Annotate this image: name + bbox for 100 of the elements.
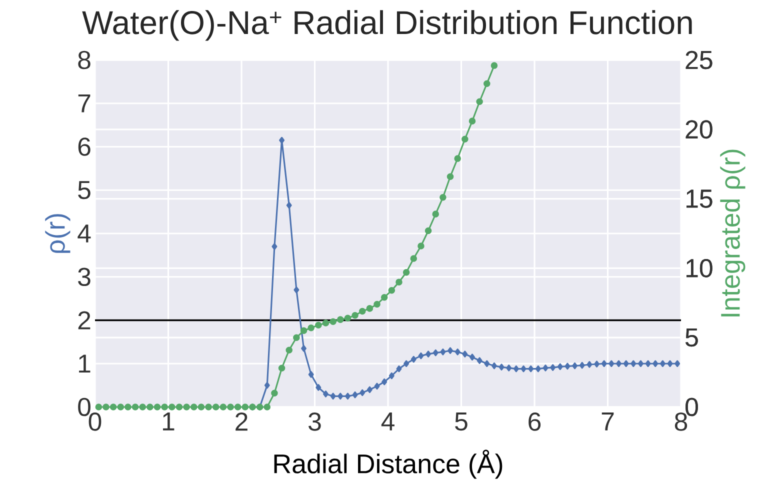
point <box>410 255 418 262</box>
y-tick-label: 0 <box>78 398 90 416</box>
point <box>220 404 227 410</box>
point <box>579 362 585 369</box>
point <box>396 278 402 286</box>
point <box>338 392 344 400</box>
point <box>352 312 358 319</box>
y-tick-label: 4 <box>78 224 91 242</box>
point <box>316 384 322 391</box>
x-tick-label: 4 <box>381 412 394 430</box>
point <box>454 155 461 162</box>
point <box>476 98 483 106</box>
point <box>388 372 394 380</box>
point <box>117 404 124 410</box>
x-tick-label: 7 <box>602 412 614 430</box>
point <box>102 404 110 410</box>
point <box>564 362 570 370</box>
point <box>404 360 410 368</box>
point <box>426 350 432 358</box>
point <box>418 352 424 360</box>
point <box>146 404 154 410</box>
point <box>557 363 563 370</box>
point <box>286 202 292 209</box>
point <box>572 362 578 370</box>
y-tick-label: 7 <box>78 94 90 112</box>
point <box>124 404 132 410</box>
point <box>264 382 270 389</box>
y2-tick-label: 25 <box>686 50 712 70</box>
y2-axis-title: Integrated ρ(r) <box>720 150 746 316</box>
point <box>330 392 336 400</box>
point <box>161 404 168 410</box>
point <box>418 242 424 250</box>
point <box>630 360 636 368</box>
point <box>132 404 139 410</box>
y-tick-label: 5 <box>78 181 90 200</box>
point <box>110 404 117 410</box>
point <box>498 364 504 370</box>
x-tick-label: 6 <box>528 412 541 431</box>
point <box>382 378 388 386</box>
point <box>448 347 454 354</box>
point <box>535 365 541 372</box>
point <box>278 364 286 372</box>
y2-tick-label: 10 <box>686 259 712 278</box>
point <box>440 348 446 356</box>
point <box>424 227 432 234</box>
point <box>322 390 328 398</box>
point <box>271 390 278 397</box>
y-axis-title: ρ(r) <box>45 214 70 253</box>
point <box>454 348 460 356</box>
point <box>402 268 410 276</box>
point <box>242 404 249 410</box>
point <box>366 386 372 394</box>
point <box>667 360 673 368</box>
point <box>652 360 658 368</box>
point <box>183 404 190 410</box>
y2-tick-label: 20 <box>686 120 712 139</box>
point <box>470 354 475 361</box>
chart-title: Water(O)-Na$^{+}$ Radial Distribution Function <box>82 10 692 41</box>
point <box>528 365 534 372</box>
point <box>468 118 476 124</box>
point <box>352 391 358 398</box>
point <box>264 404 271 410</box>
point <box>484 80 490 87</box>
point <box>432 349 438 356</box>
point <box>366 305 374 312</box>
point <box>212 404 220 410</box>
point <box>198 404 205 410</box>
point <box>337 316 344 323</box>
point <box>315 322 322 328</box>
y-tick-label: 2 <box>78 311 90 330</box>
point <box>432 210 440 218</box>
point <box>410 356 416 363</box>
y2-tick-label: 15 <box>686 190 712 208</box>
point <box>360 389 366 396</box>
point <box>638 360 644 368</box>
point <box>491 362 497 370</box>
point <box>308 324 314 332</box>
point <box>301 345 307 352</box>
point <box>293 334 300 341</box>
y-tick-label: 8 <box>78 50 90 70</box>
point <box>476 357 482 364</box>
y-tick-label: 1 <box>79 354 90 373</box>
point <box>616 360 622 368</box>
point <box>462 350 468 358</box>
point <box>308 371 314 378</box>
point <box>176 404 183 410</box>
point <box>154 404 161 410</box>
y-tick-label: 3 <box>78 268 90 286</box>
point <box>344 314 352 322</box>
x-tick-label: 5 <box>455 412 468 431</box>
point <box>294 286 300 294</box>
point <box>286 346 293 354</box>
point <box>330 318 336 326</box>
point <box>139 404 146 410</box>
point <box>660 360 666 368</box>
point <box>440 194 446 201</box>
point <box>279 136 285 144</box>
point <box>462 136 468 143</box>
point <box>344 392 350 400</box>
point <box>520 365 526 372</box>
